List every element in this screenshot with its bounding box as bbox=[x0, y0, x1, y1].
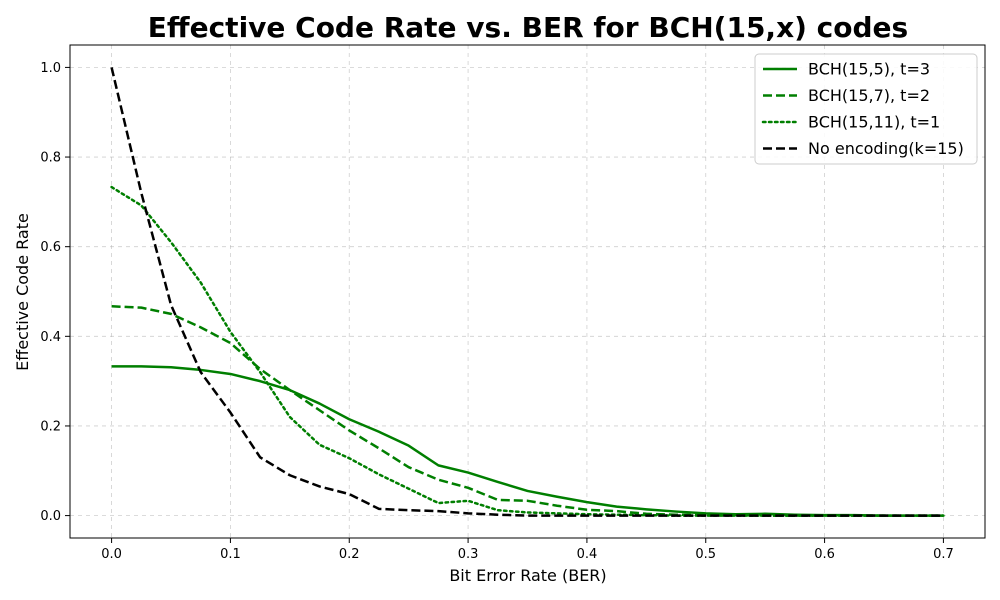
x-tick-label: 0.5 bbox=[695, 547, 716, 562]
x-tick-label: 0.0 bbox=[101, 547, 122, 562]
chart-title: Effective Code Rate vs. BER for BCH(15,x… bbox=[148, 11, 908, 44]
y-tick-label: 0.2 bbox=[40, 419, 61, 434]
plot-area-frame bbox=[69, 44, 986, 539]
series-line-4 bbox=[110, 67, 944, 517]
y-axis-label: Effective Code Rate bbox=[13, 213, 32, 371]
series-layer bbox=[110, 67, 945, 517]
y-tick-label: 0.6 bbox=[40, 240, 61, 255]
series-line-1 bbox=[111, 365, 944, 517]
x-tick-label: 0.2 bbox=[339, 547, 360, 562]
series-line-2 bbox=[111, 305, 944, 517]
x-tick-label: 0.1 bbox=[220, 547, 241, 562]
y-tick-label: 0.0 bbox=[40, 509, 61, 524]
y-tick-label: 0.8 bbox=[40, 151, 61, 166]
legend-label-1: BCH(15,5), t=3 bbox=[808, 60, 930, 79]
x-axis-label: Bit Error Rate (BER) bbox=[449, 566, 606, 585]
legend-label-2: BCH(15,7), t=2 bbox=[808, 86, 930, 105]
y-tick-label: 0.4 bbox=[40, 330, 61, 345]
series-line-3 bbox=[110, 185, 945, 517]
legend-label-4: No encoding(k=15) bbox=[808, 139, 964, 158]
y-tick-label: 1.0 bbox=[40, 61, 61, 76]
x-tick-label: 0.6 bbox=[814, 547, 835, 562]
x-tick-label: 0.7 bbox=[933, 547, 954, 562]
legend-box bbox=[754, 53, 978, 165]
legend: BCH(15,5), t=3 BCH(15,7), t=2 BCH(15,11), … bbox=[754, 53, 978, 165]
x-tick-label: 0.4 bbox=[577, 547, 598, 562]
x-tick-label: 0.3 bbox=[458, 547, 479, 562]
legend-label-3: BCH(15,11), t=1 bbox=[808, 113, 940, 132]
tick-layer: 0.0 0.1 0.2 0.3 0.4 0.5 0.6 0.7 0.0 0.2 0.4 0.6 0.8 1… bbox=[40, 61, 953, 562]
